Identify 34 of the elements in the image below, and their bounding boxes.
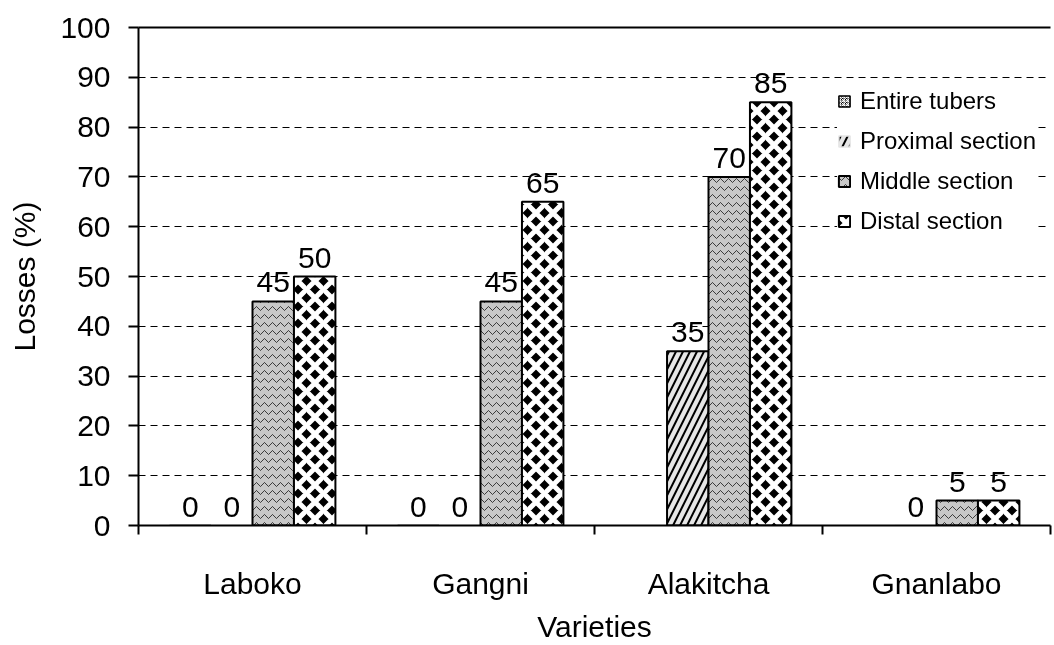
y-axis-title: Losses (%) [8, 201, 42, 352]
data-label: 70 [712, 140, 746, 174]
data-label: 0 [223, 489, 241, 523]
x-tick-label: Gnanlabo [871, 566, 1002, 600]
data-label: 0 [451, 489, 469, 523]
y-tick-label: 60 [77, 209, 111, 243]
legend-label: Distal section [860, 207, 1003, 235]
legend-label: Entire tubers [860, 87, 997, 115]
legend-label: Middle section [860, 167, 1014, 195]
y-tick-label: 80 [77, 110, 111, 144]
y-tick-label: 40 [77, 309, 111, 343]
data-label: 50 [298, 240, 332, 274]
y-tick-label: 90 [77, 60, 111, 94]
data-label: 45 [256, 265, 290, 299]
data-label: 85 [754, 66, 788, 100]
x-tick-label: Laboko [203, 566, 302, 600]
y-tick-label: 70 [77, 159, 111, 193]
data-label: 65 [526, 165, 560, 199]
y-tick-label: 0 [93, 508, 111, 542]
y-tick-label: 100 [60, 10, 111, 44]
y-tick-label: 20 [77, 408, 111, 442]
data-label: 0 [181, 489, 199, 523]
data-label: 45 [484, 265, 518, 299]
x-axis-title: Varieties [537, 609, 652, 643]
y-tick-label: 50 [77, 259, 111, 293]
x-tick-label: Gangni [432, 566, 529, 600]
y-tick-label: 10 [77, 458, 111, 492]
data-label: 0 [907, 489, 925, 523]
data-label: 35 [671, 315, 705, 349]
data-label: 5 [948, 464, 966, 498]
legend-label: Proximal section [860, 127, 1037, 155]
x-tick-label: Alakitcha [647, 566, 770, 600]
y-tick-label: 30 [77, 359, 111, 393]
data-label: 0 [409, 489, 427, 523]
